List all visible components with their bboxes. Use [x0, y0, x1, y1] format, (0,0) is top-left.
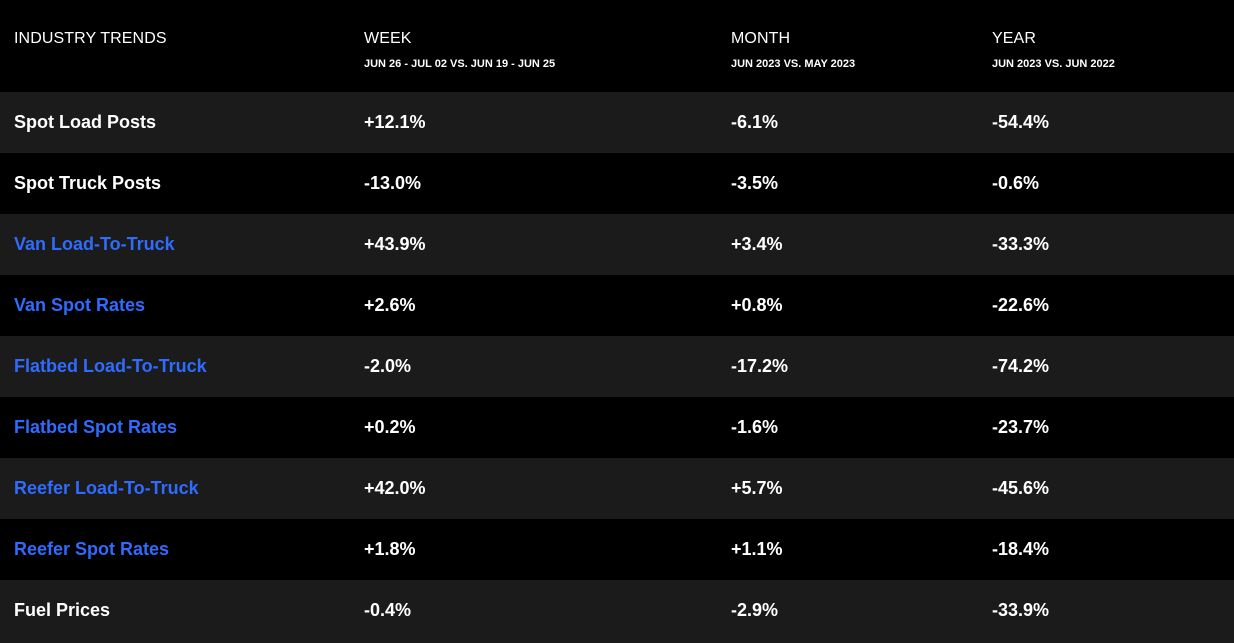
month-change: +1.1%: [731, 539, 783, 559]
month-change: -17.2%: [731, 356, 789, 376]
header-year-label: YEAR: [992, 30, 1036, 47]
year-change: -22.6%: [992, 295, 1050, 315]
metric-link-van-spot-rates[interactable]: Van Spot Rates: [14, 295, 146, 315]
year-change: -33.3%: [992, 234, 1050, 254]
month-change: -6.1%: [731, 112, 779, 132]
table-row: Spot Truck Posts -13.0% -3.5% -0.6%: [0, 153, 1234, 214]
metric-label: Fuel Prices: [14, 600, 111, 620]
table-row: Fuel Prices -0.4% -2.9% -33.9%: [0, 580, 1234, 643]
table-row: Van Load-To-Truck +43.9% +3.4% -33.3%: [0, 214, 1234, 275]
table-row: Spot Load Posts +12.1% -6.1% -54.4%: [0, 92, 1234, 153]
month-change: +3.4%: [731, 234, 783, 254]
month-change: -3.5%: [731, 173, 779, 193]
metric-label: Spot Load Posts: [14, 112, 157, 132]
week-change: +42.0%: [364, 478, 426, 498]
year-change: -23.7%: [992, 417, 1050, 437]
table-header: INDUSTRY TRENDS WEEK JUN 26 - JUL 02 VS.…: [0, 0, 1234, 92]
year-change: -33.9%: [992, 600, 1050, 620]
month-change: -1.6%: [731, 417, 779, 437]
metric-link-flatbed-load-to-truck[interactable]: Flatbed Load-To-Truck: [14, 356, 207, 376]
table-row: Flatbed Load-To-Truck -2.0% -17.2% -74.2…: [0, 336, 1234, 397]
year-change: -74.2%: [992, 356, 1050, 376]
week-change: +1.8%: [364, 539, 416, 559]
month-change: +0.8%: [731, 295, 783, 315]
table-row: Reefer Spot Rates +1.8% +1.1% -18.4%: [0, 519, 1234, 580]
week-change: -2.0%: [364, 356, 412, 376]
header-month-subtitle: JUN 2023 VS. MAY 2023: [731, 58, 856, 70]
metric-link-flatbed-spot-rates[interactable]: Flatbed Spot Rates: [14, 417, 178, 437]
header-title: INDUSTRY TRENDS: [14, 30, 167, 47]
metric-link-reefer-load-to-truck[interactable]: Reefer Load-To-Truck: [14, 478, 199, 498]
week-change: +0.2%: [364, 417, 416, 437]
month-change: +5.7%: [731, 478, 783, 498]
week-change: +43.9%: [364, 234, 426, 254]
metric-link-reefer-spot-rates[interactable]: Reefer Spot Rates: [14, 539, 170, 559]
table-row: Van Spot Rates +2.6% +0.8% -22.6%: [0, 275, 1234, 336]
week-change: -0.4%: [364, 600, 412, 620]
year-change: -18.4%: [992, 539, 1050, 559]
month-change: -2.9%: [731, 600, 779, 620]
week-change: +2.6%: [364, 295, 416, 315]
header-year-subtitle: JUN 2023 VS. JUN 2022: [992, 58, 1115, 70]
header-week-label: WEEK: [364, 30, 412, 47]
year-change: -45.6%: [992, 478, 1050, 498]
year-change: -54.4%: [992, 112, 1050, 132]
week-change: +12.1%: [364, 112, 426, 132]
year-change: -0.6%: [992, 173, 1040, 193]
metric-label: Spot Truck Posts: [14, 173, 162, 193]
week-change: -13.0%: [364, 173, 422, 193]
table-row: Flatbed Spot Rates +0.2% -1.6% -23.7%: [0, 397, 1234, 458]
header-week-subtitle: JUN 26 - JUL 02 VS. JUN 19 - JUN 25: [364, 58, 556, 70]
metric-link-van-load-to-truck[interactable]: Van Load-To-Truck: [14, 234, 175, 254]
table-row: Reefer Load-To-Truck +42.0% +5.7% -45.6%: [0, 458, 1234, 519]
header-month-label: MONTH: [731, 30, 791, 47]
